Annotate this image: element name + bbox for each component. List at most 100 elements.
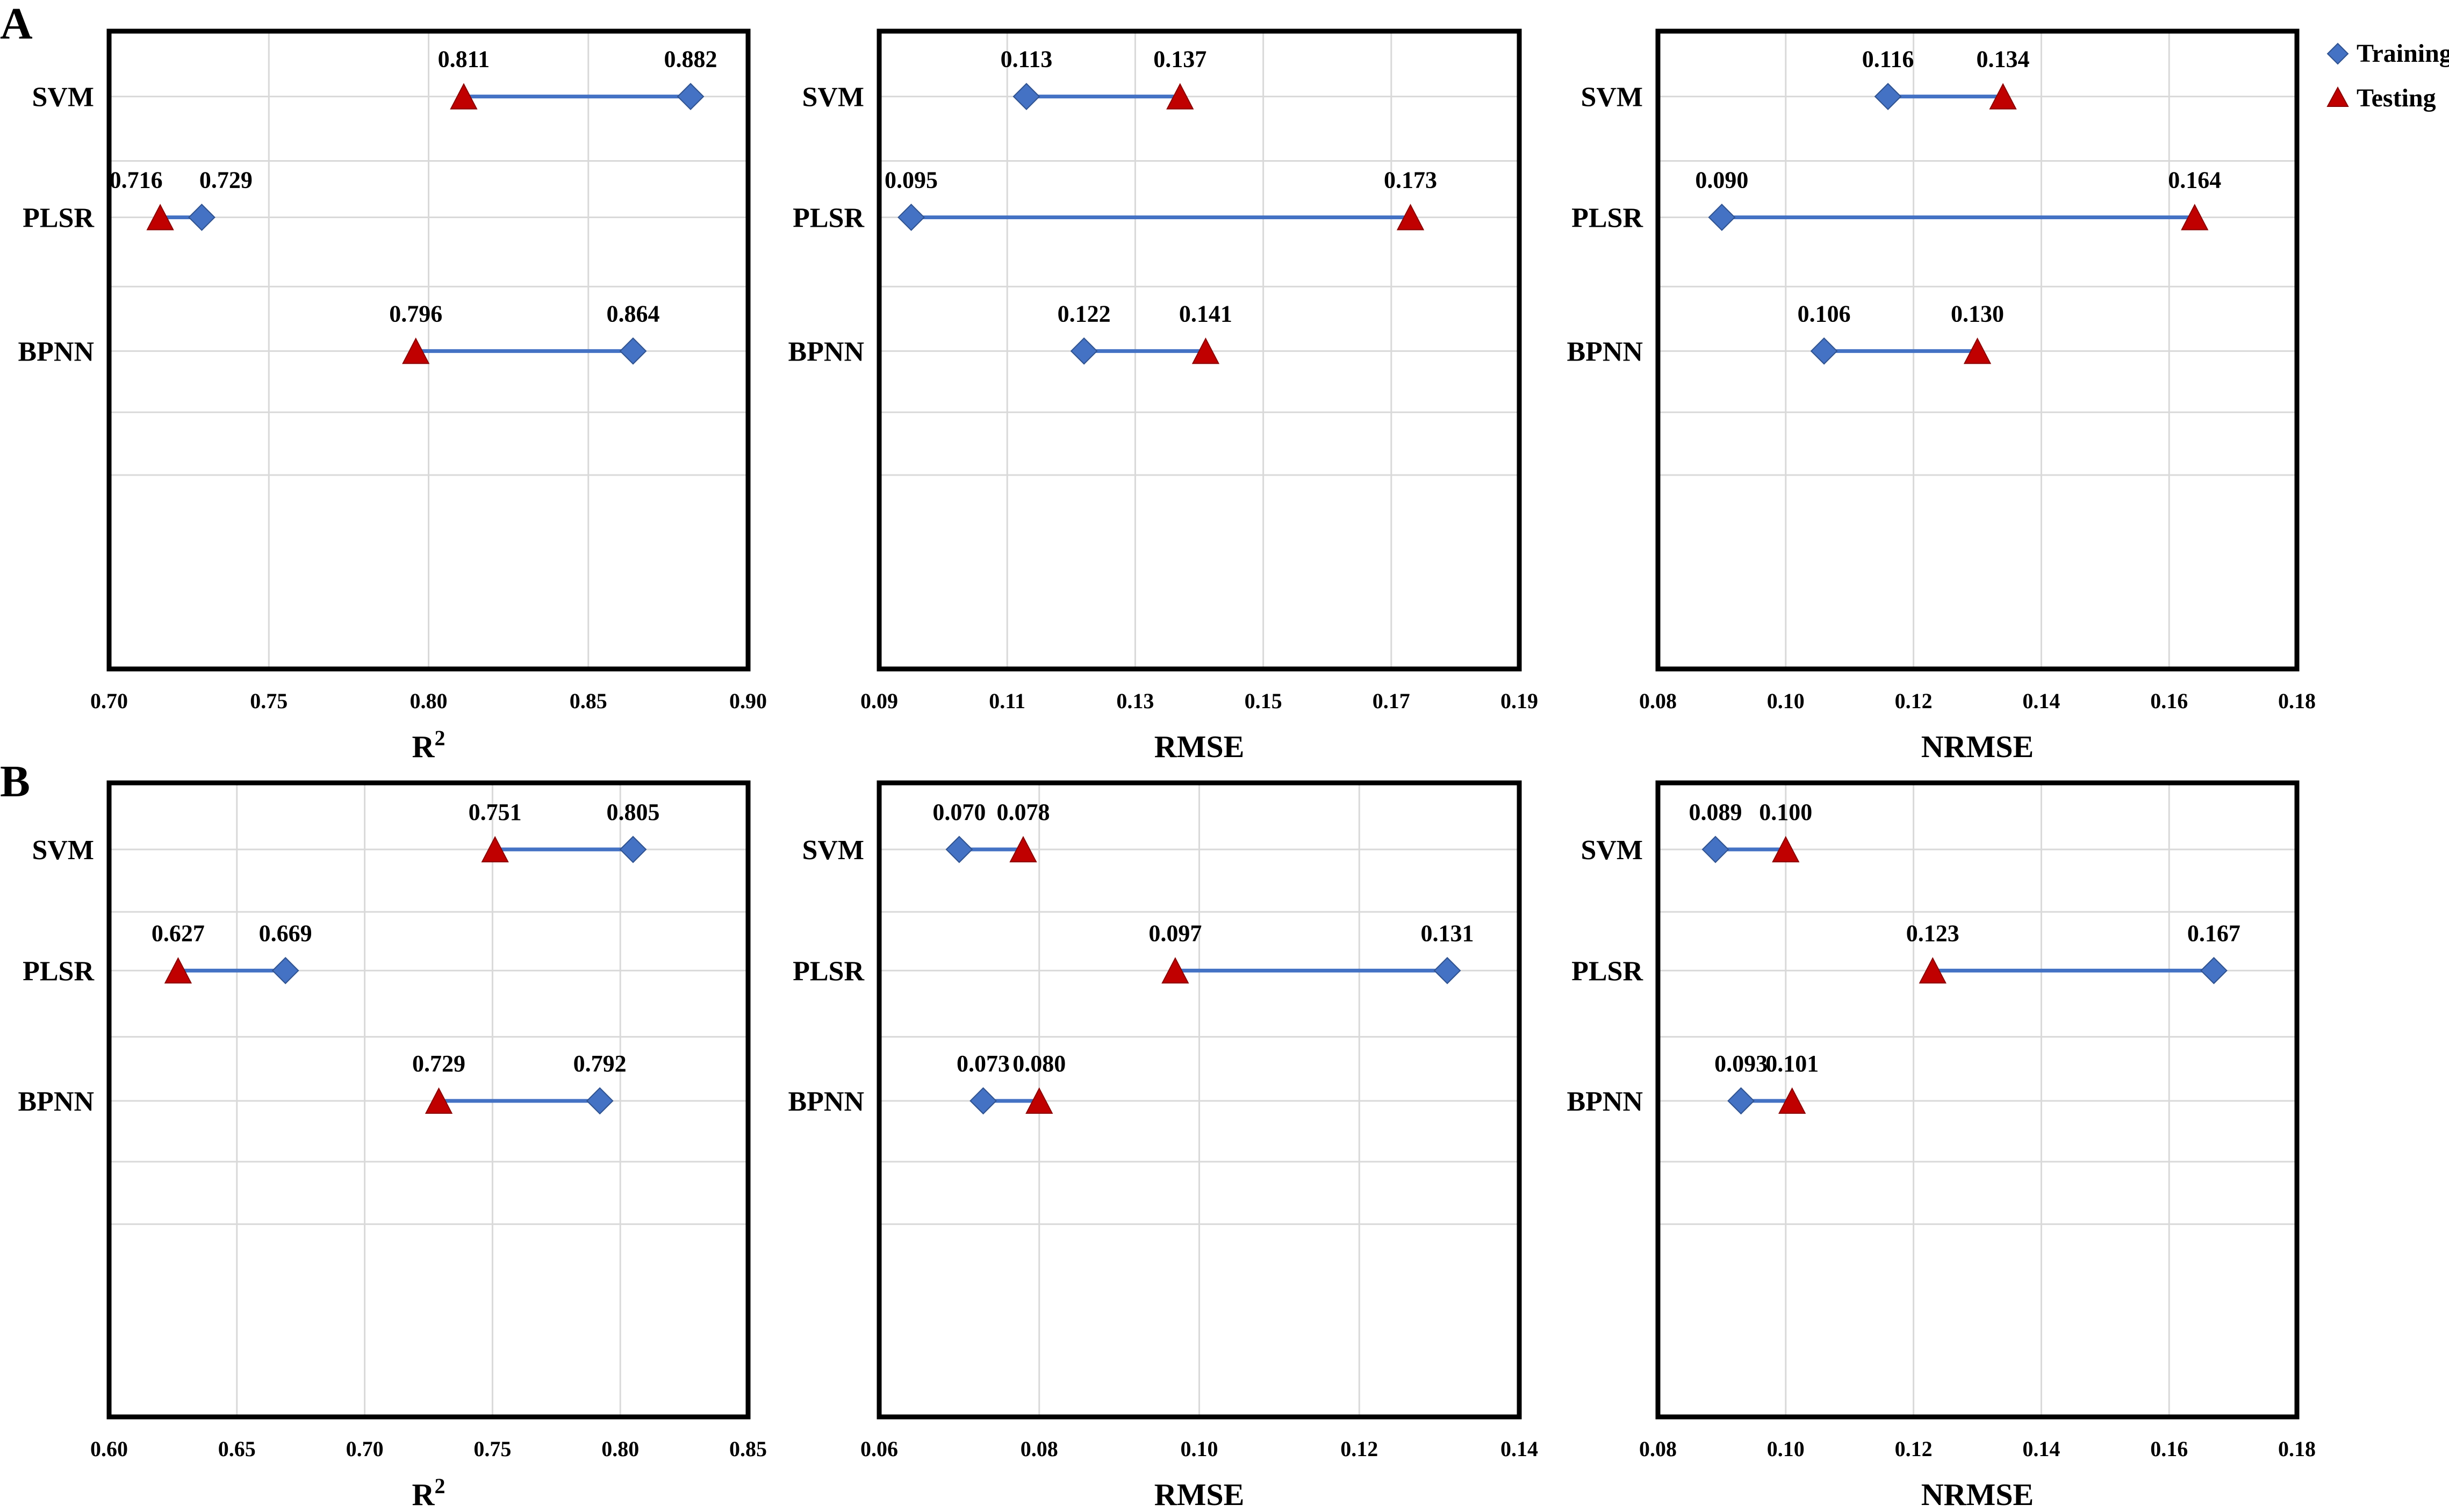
- x-tick-label: 0.12: [1895, 1437, 1933, 1461]
- training-value-label-plsr: 0.669: [259, 920, 312, 946]
- x-tick-label: 0.80: [410, 689, 448, 713]
- category-label-bpnn: BPNN: [18, 336, 94, 367]
- x-tick-label: 0.13: [1116, 689, 1154, 713]
- category-label-plsr: PLSR: [793, 203, 865, 233]
- training-point-plsr: [897, 204, 925, 231]
- testing-value-label-plsr: 0.164: [2168, 167, 2221, 193]
- category-label-plsr: PLSR: [23, 203, 95, 233]
- testing-value-label-bpnn: 0.729: [412, 1050, 465, 1077]
- category-label-bpnn: BPNN: [788, 1086, 864, 1117]
- category-label-svm: SVM: [802, 835, 864, 866]
- x-tick-label: 0.10: [1767, 689, 1805, 713]
- x-axis-title: R2: [412, 726, 446, 764]
- training-value-label-bpnn: 0.122: [1058, 300, 1111, 327]
- x-tick-label: 0.70: [346, 1437, 384, 1461]
- legend: Training Testing: [2326, 39, 2449, 112]
- legend-testing-triangle-icon: [2326, 86, 2349, 107]
- category-label-plsr: PLSR: [1571, 956, 1643, 987]
- testing-point-plsr: [1919, 957, 1947, 984]
- testing-point-svm: [450, 83, 478, 110]
- testing-point-bpnn: [1025, 1087, 1053, 1114]
- training-point-svm: [1012, 83, 1040, 111]
- training-value-label-svm: 0.116: [1862, 46, 1914, 73]
- plot-frame: [1655, 28, 2300, 672]
- x-tick-label: 0.16: [2150, 1437, 2188, 1461]
- testing-point-svm: [1166, 83, 1194, 110]
- x-tick-label: 0.12: [1340, 1437, 1378, 1461]
- x-axis-title-superscript: 2: [434, 1474, 445, 1498]
- x-tick-label: 0.10: [1767, 1437, 1805, 1461]
- plot-frame: [877, 780, 1522, 1420]
- category-label-svm: SVM: [1581, 82, 1643, 113]
- training-point-plsr: [1433, 956, 1461, 984]
- chart-a-rmse: 0.09 0.11 0.13 0.15 0.17 0.19 RMSE SVM 0.113 0.13…: [788, 28, 1538, 764]
- training-point-svm: [1874, 83, 1902, 111]
- x-tick-label: 0.08: [1639, 689, 1677, 713]
- testing-value-label-bpnn: 0.130: [1951, 300, 2004, 327]
- x-axis-title-superscript: 2: [434, 726, 445, 750]
- x-tick-label: 0.16: [2150, 689, 2188, 713]
- panel-label-a: A: [0, 0, 33, 49]
- category-label-bpnn: BPNN: [18, 1086, 94, 1117]
- testing-value-label-svm: 0.137: [1153, 46, 1206, 73]
- legend-training-label: Training: [2357, 39, 2449, 68]
- training-point-svm: [1701, 836, 1729, 863]
- x-tick-label: 0.09: [860, 689, 898, 713]
- testing-value-label-svm: 0.811: [438, 46, 490, 73]
- x-tick-label: 0.90: [729, 689, 767, 713]
- training-value-label-plsr: 0.167: [2187, 920, 2240, 946]
- plot-frame: [1655, 780, 2300, 1420]
- testing-point-bpnn: [1963, 337, 1992, 364]
- category-label-svm: SVM: [1581, 835, 1643, 866]
- testing-value-label-plsr: 0.173: [1384, 167, 1437, 193]
- x-tick-label: 0.10: [1181, 1437, 1218, 1461]
- x-tick-label: 0.12: [1895, 689, 1933, 713]
- testing-point-bpnn: [1778, 1087, 1806, 1114]
- testing-point-bpnn: [425, 1087, 453, 1114]
- testing-value-label-plsr: 0.123: [1906, 920, 1959, 946]
- training-value-label-bpnn: 0.792: [573, 1050, 627, 1077]
- training-value-label-svm: 0.882: [664, 46, 717, 73]
- x-tick-label: 0.14: [2022, 1437, 2060, 1461]
- x-tick-label: 0.08: [1639, 1437, 1677, 1461]
- testing-value-label-bpnn: 0.080: [1012, 1050, 1066, 1077]
- training-point-bpnn: [619, 337, 647, 365]
- training-value-label-svm: 0.805: [606, 799, 659, 825]
- x-axis-title: NRMSE: [1921, 1477, 2034, 1512]
- plot-frame: [877, 28, 1522, 672]
- training-point-svm: [677, 83, 705, 111]
- x-tick-label: 0.18: [2278, 689, 2316, 713]
- training-value-label-plsr: 0.090: [1695, 167, 1748, 193]
- training-value-label-svm: 0.113: [1001, 46, 1053, 73]
- training-point-bpnn: [1810, 337, 1838, 365]
- training-point-svm: [945, 836, 973, 863]
- category-label-svm: SVM: [32, 82, 94, 113]
- testing-point-svm: [1009, 836, 1037, 862]
- training-point-bpnn: [969, 1087, 997, 1115]
- testing-point-bpnn: [402, 337, 430, 364]
- category-label-svm: SVM: [802, 82, 864, 113]
- chart-b-r2: 0.60 0.65 0.70 0.75 0.80 0.85 R2 SVM 0.805 0.751 P…: [18, 780, 767, 1512]
- x-tick-label: 0.18: [2278, 1437, 2316, 1461]
- x-tick-label: 0.75: [250, 689, 288, 713]
- testing-value-label-svm: 0.134: [1977, 46, 2030, 73]
- training-point-bpnn: [1727, 1087, 1755, 1115]
- testing-point-plsr: [146, 204, 174, 231]
- x-tick-label: 0.19: [1500, 689, 1538, 713]
- testing-value-label-svm: 0.078: [996, 799, 1050, 825]
- x-tick-label: 0.14: [1500, 1437, 1538, 1461]
- category-label-bpnn: BPNN: [788, 336, 864, 367]
- training-value-label-plsr: 0.095: [885, 167, 938, 193]
- training-value-label-bpnn: 0.093: [1714, 1050, 1768, 1077]
- category-label-plsr: PLSR: [23, 956, 95, 987]
- x-tick-label: 0.85: [729, 1437, 767, 1461]
- testing-point-plsr: [164, 957, 192, 984]
- testing-value-label-svm: 0.100: [1759, 799, 1812, 825]
- x-tick-label: 0.70: [90, 689, 128, 713]
- training-value-label-bpnn: 0.864: [606, 300, 659, 327]
- training-value-label-svm: 0.089: [1689, 799, 1742, 825]
- x-axis-title: RMSE: [1154, 1477, 1245, 1512]
- testing-value-label-svm: 0.751: [469, 799, 522, 825]
- x-tick-label: 0.60: [90, 1437, 128, 1461]
- x-tick-label: 0.17: [1373, 689, 1410, 713]
